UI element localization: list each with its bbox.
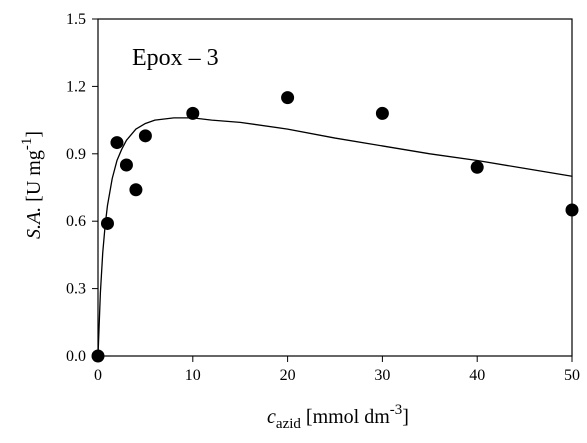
data-point-1: [100, 216, 114, 230]
data-point-9: [470, 160, 484, 174]
data-point-0: [91, 349, 105, 363]
y-tick-label-1: 0.3: [66, 281, 86, 298]
y-tick-label-0: 0.0: [66, 348, 86, 365]
x-axis-title: cazid [mmol dm-3]: [267, 402, 409, 432]
x-tick-label-0: 0: [94, 367, 102, 384]
x-tick-label-1: 10: [185, 367, 201, 384]
data-point-2: [110, 136, 124, 150]
y-axis-unit-superscript: -1: [19, 138, 35, 151]
chart-annotation: Epox – 3: [132, 45, 219, 71]
data-point-3: [119, 158, 133, 172]
y-axis-title: S.A. [U mg-1]: [19, 131, 45, 239]
y-tick-label-2: 0.6: [66, 213, 86, 230]
data-point-4: [129, 183, 143, 197]
data-point-10: [565, 203, 579, 217]
x-tick-label-3: 30: [374, 367, 390, 384]
x-axis-unit-suffix: ]: [402, 406, 409, 428]
fit-curve: [97, 117, 573, 357]
data-point-7: [281, 91, 295, 105]
x-tick-label-4: 40: [469, 367, 485, 384]
y-axis-unit-suffix: ]: [23, 131, 45, 138]
y-tick-label-3: 0.9: [66, 146, 86, 163]
x-axis-unit-superscript: -3: [390, 402, 403, 418]
x-axis-subscript: azid: [276, 416, 301, 432]
x-tick-label-5: 50: [564, 367, 580, 384]
data-point-8: [375, 106, 389, 120]
x-axis-unit-prefix: [mmol dm: [301, 406, 390, 428]
y-tick-label-4: 1.2: [66, 78, 86, 95]
y-axis-unit-prefix: [U mg: [23, 150, 45, 207]
plot-frame: [97, 18, 573, 357]
y-tick-label-5: 1.5: [66, 11, 86, 28]
plot-area: 0 10 20 30 40 50 0.0 0.3 0.6 0.9 1.2 1.5: [66, 11, 580, 384]
x-axis-symbol: c: [267, 406, 276, 428]
x-tick-label-2: 20: [280, 367, 296, 384]
data-point-6: [186, 106, 200, 120]
data-point-5: [138, 129, 152, 143]
y-axis-symbol: S.A.: [23, 207, 45, 239]
